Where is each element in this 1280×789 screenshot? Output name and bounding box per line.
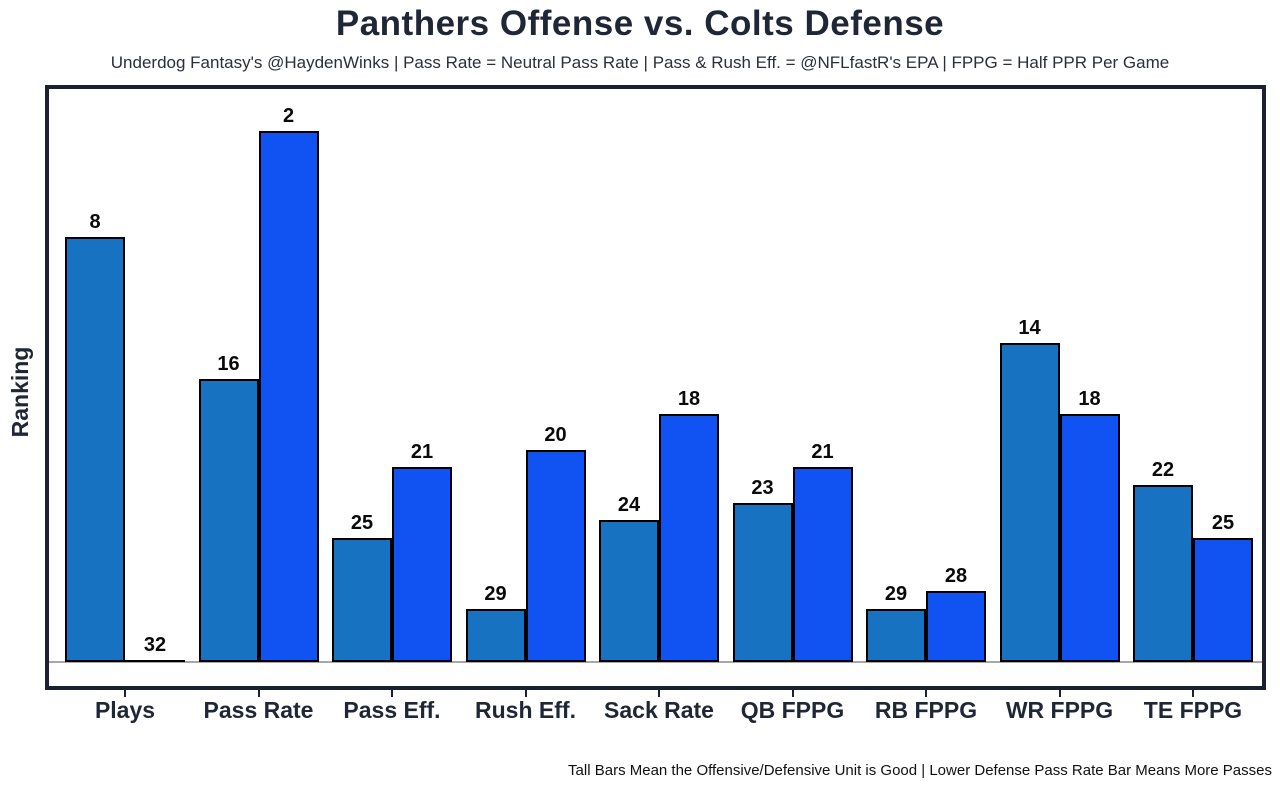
bar-value-offense-sack-rate: 24 [617, 494, 641, 517]
x-label-te-fppg: TE FPPG [1143, 697, 1243, 723]
x-label-qb-fppg: QB FPPG [740, 697, 845, 723]
x-tick-pass-eff [391, 690, 393, 697]
bar-value-defense-rb-fppg: 28 [944, 565, 968, 588]
y-axis-label: Ranking [7, 346, 33, 438]
bar-defense-te-fppg [1193, 538, 1253, 662]
x-label-rush-eff: Rush Eff. [475, 697, 576, 723]
bar-value-defense-te-fppg: 25 [1211, 512, 1235, 535]
x-label-plays: Plays [94, 697, 156, 723]
x-tick-te-fppg [1192, 690, 1194, 697]
bar-value-offense-rush-eff: 29 [484, 582, 507, 605]
bar-offense-pass-rate [198, 378, 259, 662]
bar-offense-te-fppg [1133, 485, 1193, 662]
bar-defense-sack-rate [659, 414, 719, 662]
bar-value-defense-plays: 32 [143, 634, 167, 656]
x-label-sack-rate: Sack Rate [604, 697, 714, 723]
x-tick-qb-fppg [791, 690, 794, 697]
bar-value-offense-qb-fppg: 23 [751, 476, 774, 499]
bar-defense-qb-fppg [792, 467, 853, 662]
bar-value-offense-te-fppg: 22 [1151, 459, 1175, 481]
bar-value-defense-wr-fppg: 18 [1078, 388, 1101, 411]
bar-value-offense-wr-fppg: 14 [1018, 317, 1041, 340]
x-label-rb-fppg: RB FPPG [874, 697, 978, 723]
bar-defense-pass-eff [392, 467, 452, 662]
bar-offense-rb-fppg [866, 608, 926, 662]
bar-offense-qb-fppg [732, 502, 793, 662]
bar-defense-pass-rate [258, 131, 319, 662]
x-label-pass-eff: Pass Eff. [343, 697, 441, 723]
zero-baseline [49, 661, 1262, 663]
x-tick-wr-fppg [1058, 690, 1061, 697]
x-tick-rb-fppg [925, 690, 927, 697]
bar-value-offense-rb-fppg: 29 [884, 582, 908, 605]
x-tick-plays [124, 690, 126, 697]
bar-defense-wr-fppg [1059, 414, 1120, 662]
x-label-wr-fppg: WR FPPG [1005, 697, 1114, 723]
bar-offense-sack-rate [599, 520, 659, 662]
bar-value-offense-pass-eff: 25 [350, 512, 374, 535]
bar-defense-rush-eff [525, 449, 586, 662]
bar-value-defense-qb-fppg: 21 [811, 441, 834, 464]
bar-value-offense-pass-rate: 16 [217, 352, 240, 375]
bar-value-defense-rush-eff: 20 [544, 423, 567, 446]
bar-offense-rush-eff [465, 608, 526, 662]
bar-offense-plays [65, 237, 125, 662]
chart-footnote: Tall Bars Mean the Offensive/Defensive U… [568, 762, 1272, 779]
bar-value-defense-pass-rate: 2 [282, 105, 295, 127]
bar-defense-rb-fppg [926, 591, 986, 662]
x-tick-sack-rate [658, 690, 660, 697]
x-label-pass-rate: Pass Rate [203, 697, 314, 723]
chart-title: Panthers Offense vs. Colts Defense [335, 4, 945, 43]
x-tick-rush-eff [524, 690, 527, 697]
bar-value-offense-plays: 8 [89, 211, 101, 234]
bar-value-defense-sack-rate: 18 [677, 388, 701, 411]
chart-subtitle: Underdog Fantasy's @HaydenWinks | Pass R… [110, 53, 1170, 72]
bar-offense-pass-eff [332, 538, 392, 662]
x-tick-pass-rate [257, 690, 260, 697]
plot-area: 8 32 16 2 25 21 29 20 24 18 23 21 29 28 14 18 22 25 [45, 85, 1266, 690]
bar-defense-plays [125, 660, 185, 662]
bar-value-defense-pass-eff: 21 [410, 441, 434, 464]
bar-offense-wr-fppg [999, 343, 1060, 662]
